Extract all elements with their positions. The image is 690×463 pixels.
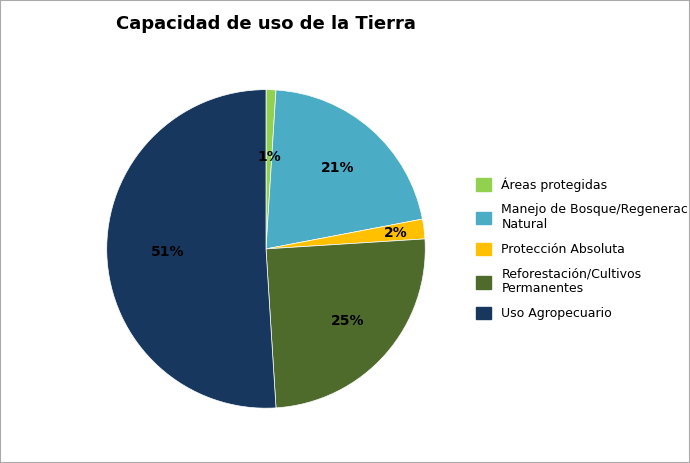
Wedge shape <box>266 239 425 408</box>
Text: 21%: 21% <box>321 161 355 175</box>
Text: 2%: 2% <box>384 225 407 239</box>
Legend: Áreas protegidas, Manejo de Bosque/Regeneración
Natural, Protección Absoluta, Re: Áreas protegidas, Manejo de Bosque/Regen… <box>471 173 690 325</box>
Title: Capacidad de uso de la Tierra: Capacidad de uso de la Tierra <box>116 15 416 33</box>
Wedge shape <box>266 90 422 249</box>
Text: 51%: 51% <box>150 245 184 259</box>
Wedge shape <box>266 90 276 249</box>
Wedge shape <box>107 90 276 408</box>
Wedge shape <box>266 219 425 249</box>
Text: 1%: 1% <box>257 150 281 163</box>
Text: 25%: 25% <box>331 313 364 327</box>
